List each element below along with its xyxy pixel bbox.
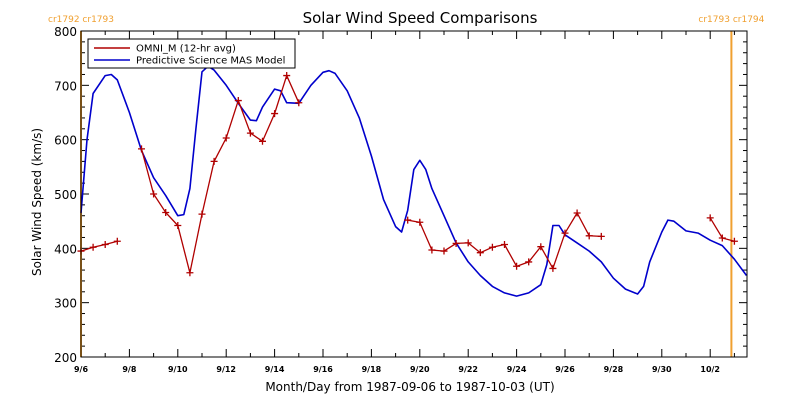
- data-point-omni: [186, 269, 194, 277]
- xtick-label: 9/6: [74, 365, 88, 374]
- data-point-omni: [259, 137, 266, 145]
- xtick-label: 9/8: [122, 365, 136, 374]
- series-line-omni: [80, 240, 118, 252]
- data-point-omni: [416, 218, 424, 226]
- xtick-label: 9/22: [458, 365, 478, 374]
- series-layer: [77, 65, 748, 297]
- data-point-omni: [162, 208, 170, 216]
- data-point-omni: [283, 72, 291, 80]
- data-point-omni: [89, 243, 97, 251]
- data-point-omni: [464, 239, 472, 247]
- ytick-label: 700: [54, 79, 77, 93]
- legend: OMNI_M (12-hr avg) Predictive Science MA…: [87, 38, 296, 69]
- data-point-omni: [513, 262, 521, 270]
- data-point-omni: [452, 239, 460, 247]
- ytick-label: 200: [54, 351, 77, 365]
- xtick-label: 9/18: [362, 365, 382, 374]
- series-line-omni: [407, 211, 602, 270]
- data-point-omni: [428, 246, 436, 254]
- legend-label-omni: OMNI_M (12-hr avg): [136, 44, 236, 55]
- xtick-label: 9/10: [168, 365, 188, 374]
- xtick-label: 10/2: [700, 365, 720, 374]
- data-point-omni: [138, 145, 145, 153]
- legend-label-mas: Predictive Science MAS Model: [136, 56, 285, 67]
- ticks-layer: 200 300 400 500 600 700 800 9/6 9/8 9/10 9/12 9/14 9…: [54, 25, 747, 374]
- data-point-omni: [561, 229, 569, 237]
- data-point-omni: [246, 129, 254, 137]
- xtick-label: 9/12: [216, 365, 236, 374]
- xtick-label: 9/28: [604, 365, 624, 374]
- xtick-label: 9/30: [652, 365, 672, 374]
- rotation-marker-label: cr1792 cr1793: [48, 15, 114, 25]
- data-point-omni: [295, 99, 303, 107]
- data-point-omni: [537, 243, 545, 251]
- data-point-omni: [101, 241, 109, 249]
- data-point-omni: [573, 209, 581, 217]
- ytick-label: 600: [54, 134, 77, 148]
- data-point-omni: [525, 258, 533, 266]
- data-point-omni: [549, 264, 557, 272]
- data-point-omni: [271, 110, 279, 118]
- data-point-omni: [597, 232, 605, 240]
- data-point-omni: [440, 247, 448, 255]
- data-point-omni: [718, 234, 726, 242]
- xtick-label: 9/16: [313, 365, 333, 374]
- ytick-label: 500: [54, 188, 77, 202]
- data-point-omni: [501, 241, 508, 249]
- data-point-omni: [234, 97, 242, 105]
- data-point-omni: [113, 237, 121, 245]
- x-axis-label: Month/Day from 1987-09-06 to 1987-10-03 …: [265, 380, 554, 394]
- xtick-label: 9/14: [265, 365, 285, 374]
- ytick-label: 300: [54, 297, 77, 311]
- data-point-omni: [730, 237, 738, 245]
- ytick-label: 400: [54, 242, 77, 256]
- data-point-omni: [585, 232, 593, 240]
- data-point-omni: [706, 214, 714, 222]
- data-point-omni: [404, 216, 412, 224]
- data-point-omni: [198, 210, 206, 218]
- data-point-omni: [210, 157, 218, 165]
- ytick-label: 800: [54, 25, 77, 39]
- data-point-omni: [476, 249, 484, 257]
- xtick-label: 9/20: [410, 365, 430, 374]
- series-line-omni: [140, 73, 300, 273]
- series-line-mas: [80, 65, 748, 297]
- xtick-label: 9/24: [507, 365, 527, 374]
- data-point-omni: [174, 222, 182, 230]
- chart-title: Solar Wind Speed Comparisons: [303, 9, 538, 27]
- data-point-omni: [150, 190, 158, 198]
- plot-frame: [80, 30, 748, 358]
- legend-box: [87, 38, 296, 69]
- y-axis-label: Solar Wind Speed (km/s): [30, 128, 44, 276]
- data-point-omni: [488, 243, 496, 251]
- data-point-omni: [222, 134, 230, 142]
- rotation-marker-label: cr1793 cr1794: [698, 15, 764, 25]
- xtick-label: 9/26: [555, 365, 575, 374]
